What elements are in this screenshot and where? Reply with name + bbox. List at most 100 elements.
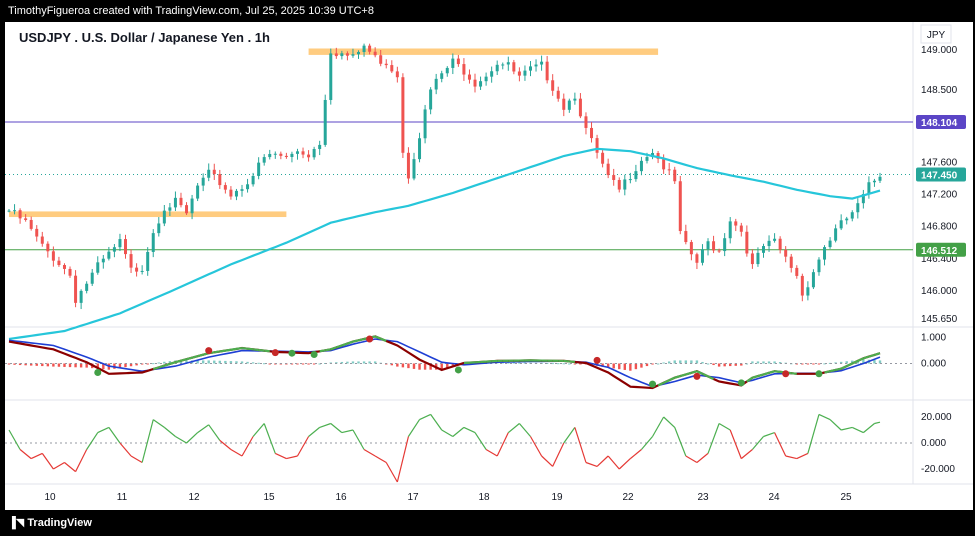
candle-body — [401, 77, 405, 153]
candle-body — [523, 70, 527, 76]
macd-histogram-bar — [329, 362, 332, 364]
candle-body — [434, 78, 438, 90]
candle-body — [85, 283, 89, 291]
macd-histogram-bar — [673, 360, 676, 364]
macd-line-bull — [757, 373, 764, 378]
macd-histogram-bar — [268, 363, 271, 365]
attribution-text: TimothyFigueroa created with TradingView… — [8, 5, 374, 17]
price-tag-purple — [916, 115, 966, 130]
macd-histogram-bar — [196, 360, 199, 364]
osc-segment — [286, 455, 298, 460]
osc-segment — [208, 424, 221, 441]
candle-body — [678, 181, 682, 232]
candle-body — [212, 169, 216, 175]
macd-histogram-bar — [551, 363, 554, 365]
macd-line-bull — [563, 359, 570, 363]
macd-histogram-bar — [878, 360, 882, 364]
osc-segment — [275, 452, 287, 460]
candle-body — [878, 176, 882, 181]
candle-body — [767, 240, 771, 247]
candle-body — [845, 218, 849, 221]
osc-segment — [308, 426, 321, 437]
candle-body — [223, 185, 227, 190]
macd-histogram-bar — [396, 363, 399, 367]
macd-histogram-bar — [401, 363, 405, 368]
macd-histogram-bar — [740, 363, 743, 366]
candle-body — [728, 221, 732, 239]
macd-line-bull — [319, 349, 326, 353]
time-tick-label: 17 — [407, 492, 419, 503]
osc-segment — [552, 442, 565, 467]
macd-line-bull — [358, 337, 365, 342]
candle-body — [340, 53, 344, 57]
candle-body — [201, 177, 205, 186]
macd-histogram-bar — [157, 362, 160, 364]
macd-line-bull — [774, 370, 781, 373]
macd-line-bull — [236, 346, 243, 350]
macd-histogram-bar — [839, 361, 843, 364]
candle-body — [545, 61, 549, 81]
macd-histogram-bar — [562, 363, 565, 365]
osc-segment — [186, 432, 199, 444]
macd-tick-label: 1.000 — [921, 333, 946, 344]
candle-body — [362, 45, 366, 53]
chart-area[interactable]: JPY 149.000 148.500 147.600 147.200 146.800 14… — [5, 22, 973, 510]
candle-body — [151, 233, 155, 252]
macd-histogram-bar — [640, 363, 643, 368]
macd-cross-marker — [271, 349, 279, 357]
macd-line-bull — [252, 348, 259, 352]
macd-line-bull — [829, 368, 836, 373]
candle-body — [639, 160, 643, 172]
candle-body — [273, 153, 277, 155]
candle-body — [490, 71, 494, 77]
candle-body — [112, 247, 116, 252]
macd-line-bull — [152, 366, 160, 371]
osc-segment — [807, 414, 820, 454]
candle-body — [656, 152, 660, 159]
osc-segment — [507, 423, 520, 434]
candle-body — [645, 157, 649, 161]
candle-body — [190, 198, 194, 214]
macd-histogram-bar — [545, 362, 549, 364]
candle-body — [506, 62, 510, 65]
candle-body — [207, 169, 211, 178]
macd-histogram-bar — [57, 363, 61, 367]
chart-svg[interactable]: JPY 149.000 148.500 147.600 147.200 146.800 14… — [5, 22, 973, 510]
macd-line-bull — [352, 339, 359, 343]
candle-body — [129, 254, 133, 268]
candle-body — [168, 207, 172, 211]
osc-segment — [341, 429, 354, 434]
macd-histogram-bar — [229, 361, 233, 364]
osc-segment — [818, 413, 831, 421]
macd-histogram-bar — [823, 363, 826, 365]
candle-body — [218, 174, 222, 186]
macd-histogram-bar — [63, 363, 66, 367]
osc-segment — [241, 436, 254, 457]
candle-body — [279, 153, 283, 156]
macd-line-bull — [330, 346, 337, 351]
candle-body — [418, 138, 422, 160]
osc-segment — [751, 436, 764, 450]
candle-body — [384, 63, 388, 66]
macd-histogram-bar — [518, 362, 521, 364]
candle-body — [246, 184, 250, 190]
tradingview-logo[interactable]: ▐◥ TradingView — [8, 510, 92, 536]
macd-line-bull — [679, 373, 687, 378]
macd-histogram-bar — [373, 361, 377, 364]
macd-histogram-bar — [163, 361, 166, 364]
macd-histogram-bar — [307, 363, 310, 365]
osc-segment — [141, 419, 154, 463]
osc-segment — [130, 455, 143, 464]
candle-body — [473, 79, 477, 87]
osc-segment — [585, 461, 598, 467]
osc-tick-label: 20.000 — [921, 412, 952, 423]
osc-segment — [740, 449, 753, 460]
macd-histogram-bar — [46, 363, 50, 367]
macd-histogram-bar — [801, 363, 804, 365]
chart-title: USDJPY . U.S. Dollar / Japanese Yen . 1h — [19, 30, 270, 45]
candle-body — [46, 243, 50, 252]
candle-body — [329, 53, 333, 100]
candle-body — [667, 169, 671, 171]
macd-histogram-bar — [207, 360, 210, 364]
